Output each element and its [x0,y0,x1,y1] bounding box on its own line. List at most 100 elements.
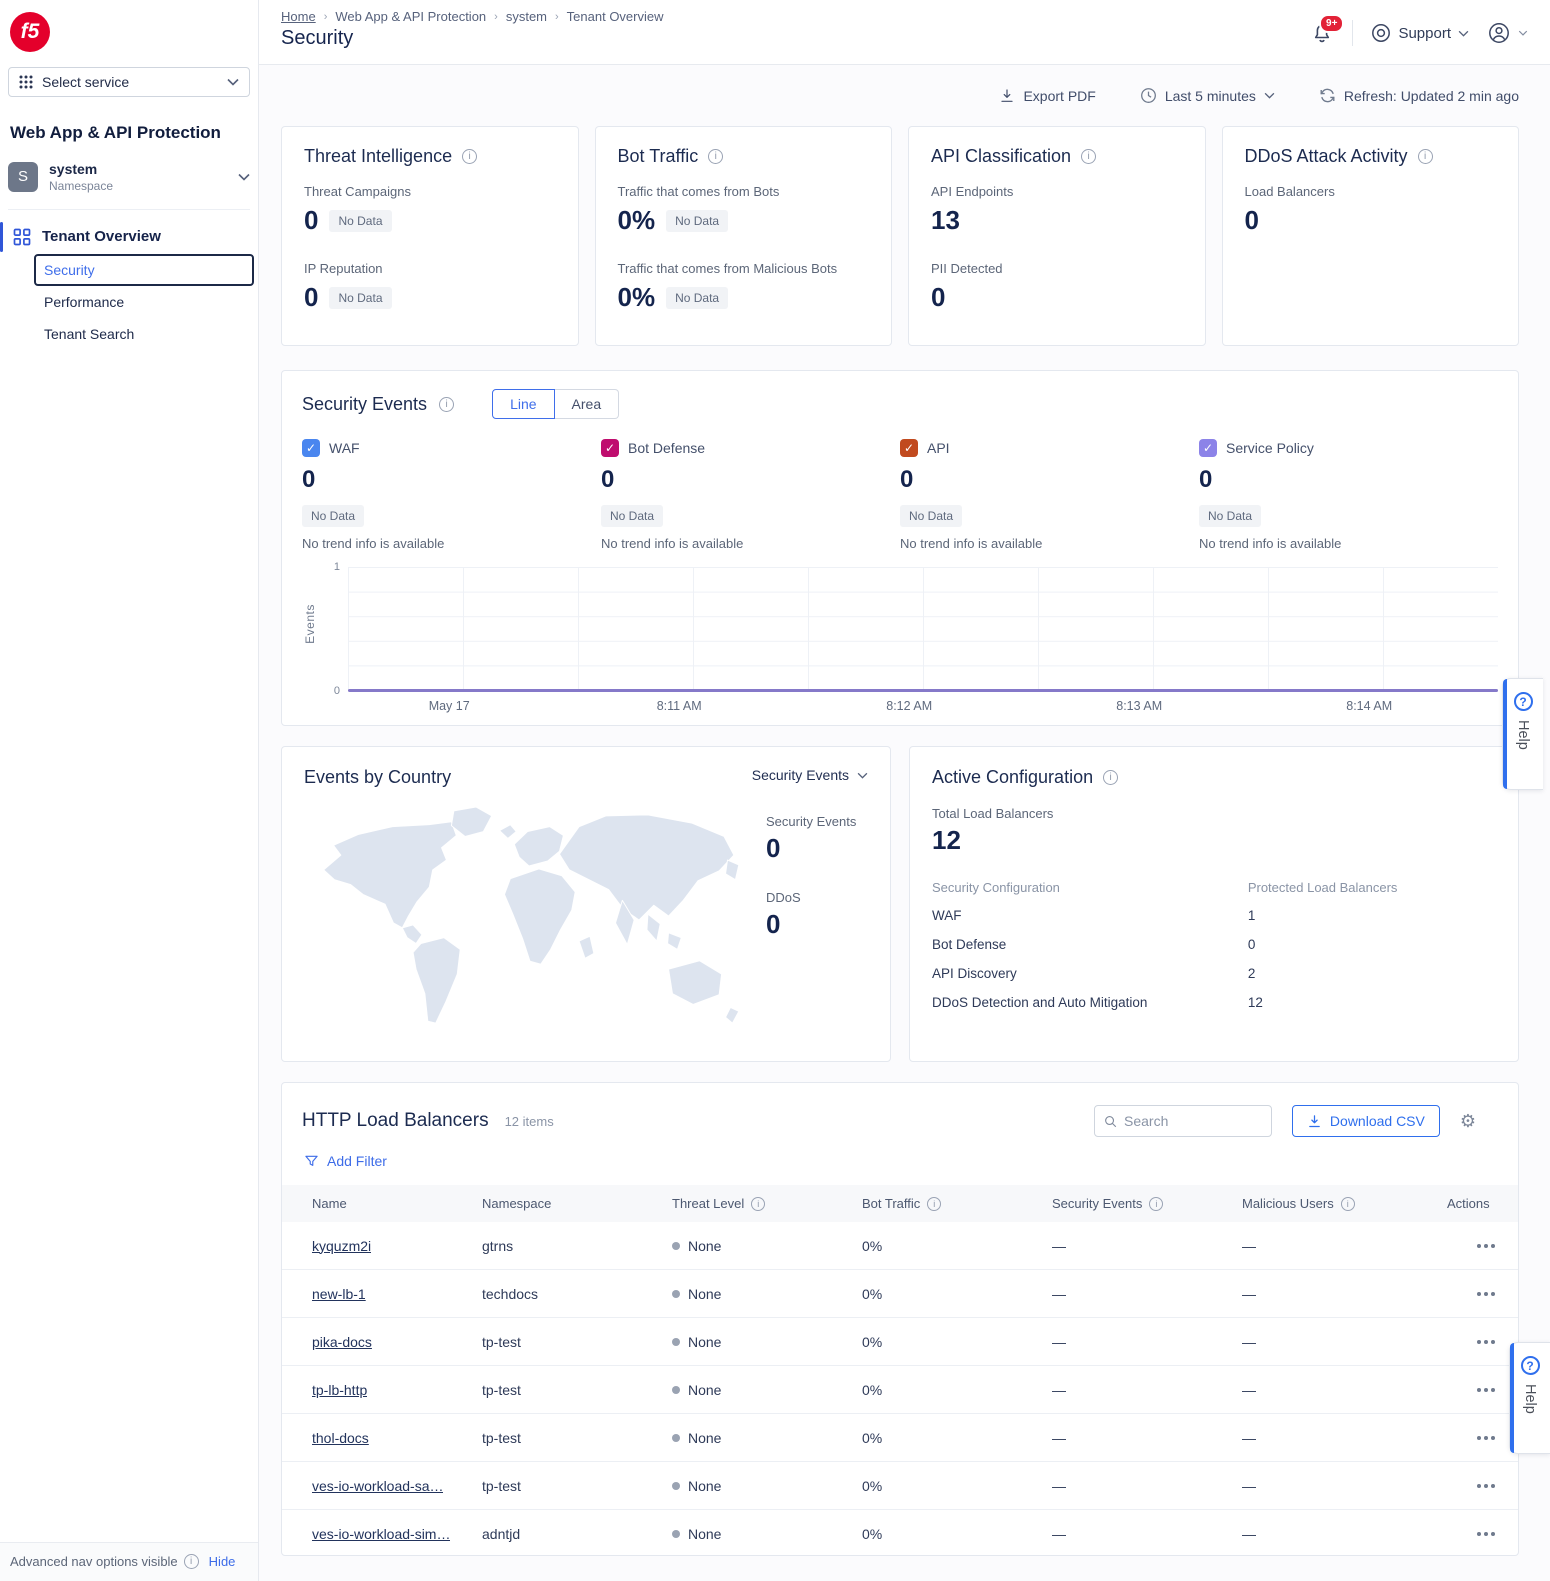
cfg-row-value: 12 [1247,995,1263,1010]
toggle-area-button[interactable]: Area [554,389,620,419]
cfg-col-header: Protected Load Balancers [1247,880,1398,895]
row-actions-button[interactable] [1447,1291,1494,1296]
sidebar-item-tenant-search[interactable]: Tenant Search [44,325,135,342]
table-row: pika-docs tp-test None 0% — — [282,1318,1518,1366]
threat-level-dot [672,1337,680,1346]
cfg-row-label: Bot Defense [932,937,1007,952]
toggle-line-button[interactable]: Line [492,389,555,419]
row-actions-button[interactable] [1447,1435,1494,1440]
metric-value: 0 [1244,205,1259,235]
card-title: DDoS Attack Activity [1244,146,1408,166]
help-tab[interactable]: ? Help [1509,1342,1550,1454]
info-icon[interactable]: i [439,396,455,412]
metric-label: IP Reputation [304,261,383,276]
account-menu[interactable] [1487,21,1528,45]
add-filter-button[interactable]: Add Filter [304,1153,387,1169]
refresh-button[interactable]: Refresh: Updated 2 min ago [1319,87,1519,104]
namespace-type-label: Namespace [49,178,114,193]
lb-table-body: kyquzm2i gtrns None 0% — — new-lb-1 tech… [282,1222,1518,1555]
ellipsis-icon [1484,1387,1488,1392]
namespace-selector[interactable]: S system Namespace [8,161,250,210]
chevron-down-icon [1264,92,1275,99]
search-input[interactable] [1124,1113,1262,1129]
lb-column-header[interactable]: Malicious Users i [1242,1196,1447,1211]
cfg-row-label: API Discovery [932,966,1017,981]
series-checkbox[interactable]: ✓ [601,439,619,457]
notifications-button[interactable]: 9+ [1310,14,1345,45]
info-icon[interactable]: i [1081,149,1097,164]
table-row: thol-docs tp-test None 0% — — [282,1414,1518,1462]
lb-name-link[interactable]: thol-docs [312,1429,369,1446]
hide-nav-button[interactable]: Hide [208,1554,236,1569]
series-note: No trend info is available [1199,536,1342,551]
series-value: 0 [900,466,914,493]
info-icon[interactable]: i [183,1554,199,1569]
lb-threat-level: None [672,1526,862,1542]
lb-column-header[interactable]: Namespace [482,1196,552,1211]
row-actions-button[interactable] [1447,1387,1494,1392]
metric-selector-dropdown[interactable]: Security Events [752,767,868,783]
info-icon[interactable]: i [1103,770,1119,785]
series-checkbox[interactable]: ✓ [900,439,918,457]
info-icon[interactable]: i [927,1196,942,1211]
lb-threat-level: None [672,1238,862,1254]
lb-column-header[interactable]: Security Events i [1052,1196,1242,1211]
table-settings-gear-icon[interactable]: ⚙ [1459,1111,1476,1131]
help-tab-label: Help [1522,1384,1538,1414]
row-actions-button[interactable] [1447,1483,1494,1488]
cfg-row: WAF 1 [932,901,1496,930]
x-tick: 8:14 AM [1346,699,1393,713]
threat-level-dot [672,1385,680,1394]
lb-name-link[interactable]: ves-io-workload-sim… [312,1525,451,1542]
lb-column-header[interactable]: Bot Traffic i [862,1196,1052,1211]
lb-name-link[interactable]: kyquzm2i [312,1237,372,1254]
info-icon[interactable]: i [751,1196,766,1211]
mid-row: Events by Country Security Events [281,746,1519,1062]
series-note: No trend info is available [601,536,744,551]
cfg-col-header: Security Configuration [932,880,1060,895]
lb-column-header[interactable]: Threat Level i [672,1196,862,1211]
lb-name-link[interactable]: tp-lb-http [312,1381,368,1398]
metric-label: Traffic that comes from Malicious Bots [617,261,838,276]
lb-column-header[interactable]: Actions [1447,1196,1490,1211]
sidebar-item-performance[interactable]: Performance [44,293,125,310]
breadcrumb-home[interactable]: Home [281,9,316,24]
page-title: Security [281,27,354,49]
info-icon[interactable]: i [462,149,478,164]
info-icon[interactable]: i [1417,149,1433,164]
lb-name-link[interactable]: ves-io-workload-sa… [312,1477,444,1494]
info-icon[interactable]: i [708,149,724,164]
breadcrumb-system[interactable]: system [505,9,547,24]
series-column: ✓ Bot Defense 0 No Data No trend info is… [601,439,900,551]
row-actions-button[interactable] [1447,1339,1494,1344]
time-range-dropdown[interactable]: Last 5 minutes [1140,87,1275,104]
sidebar-item-tenant-overview[interactable]: Tenant Overview [0,220,258,254]
series-checkbox[interactable]: ✓ [302,439,320,457]
sidebar-item-security[interactable]: Security [34,253,254,286]
series-checkbox[interactable]: ✓ [1199,439,1217,457]
lb-column-header[interactable]: Name [312,1196,347,1211]
info-icon[interactable]: i [1149,1196,1164,1211]
row-actions-button[interactable] [1447,1243,1494,1248]
support-menu[interactable]: Support [1371,23,1469,43]
search-icon [1105,1115,1117,1127]
download-csv-button[interactable]: Download CSV [1291,1105,1440,1137]
main-area: Home › Web App & API Protection › system… [259,0,1550,1581]
lb-bot-traffic: 0% [862,1237,883,1254]
lb-items-count: 12 items [504,1113,554,1129]
help-tab[interactable]: ? Help [1502,678,1543,790]
lb-name-link[interactable]: new-lb-1 [312,1285,366,1302]
lb-malicious-users: — [1242,1429,1256,1446]
support-label: Support [1398,24,1451,42]
threat-level-dot [672,1433,680,1442]
row-actions-button[interactable] [1447,1531,1494,1536]
info-icon[interactable]: i [1340,1196,1355,1211]
series-label: WAF [329,440,360,456]
breadcrumb-tenant-overview[interactable]: Tenant Overview [566,9,664,24]
export-pdf-button[interactable]: Export PDF [999,88,1096,104]
breadcrumb-waap[interactable]: Web App & API Protection [335,9,487,24]
security-events-series: ✓ WAF 0 No Data No trend info is availab… [302,439,1498,551]
lb-name-link[interactable]: pika-docs [312,1333,372,1350]
select-service-dropdown[interactable]: Select service [8,67,250,97]
